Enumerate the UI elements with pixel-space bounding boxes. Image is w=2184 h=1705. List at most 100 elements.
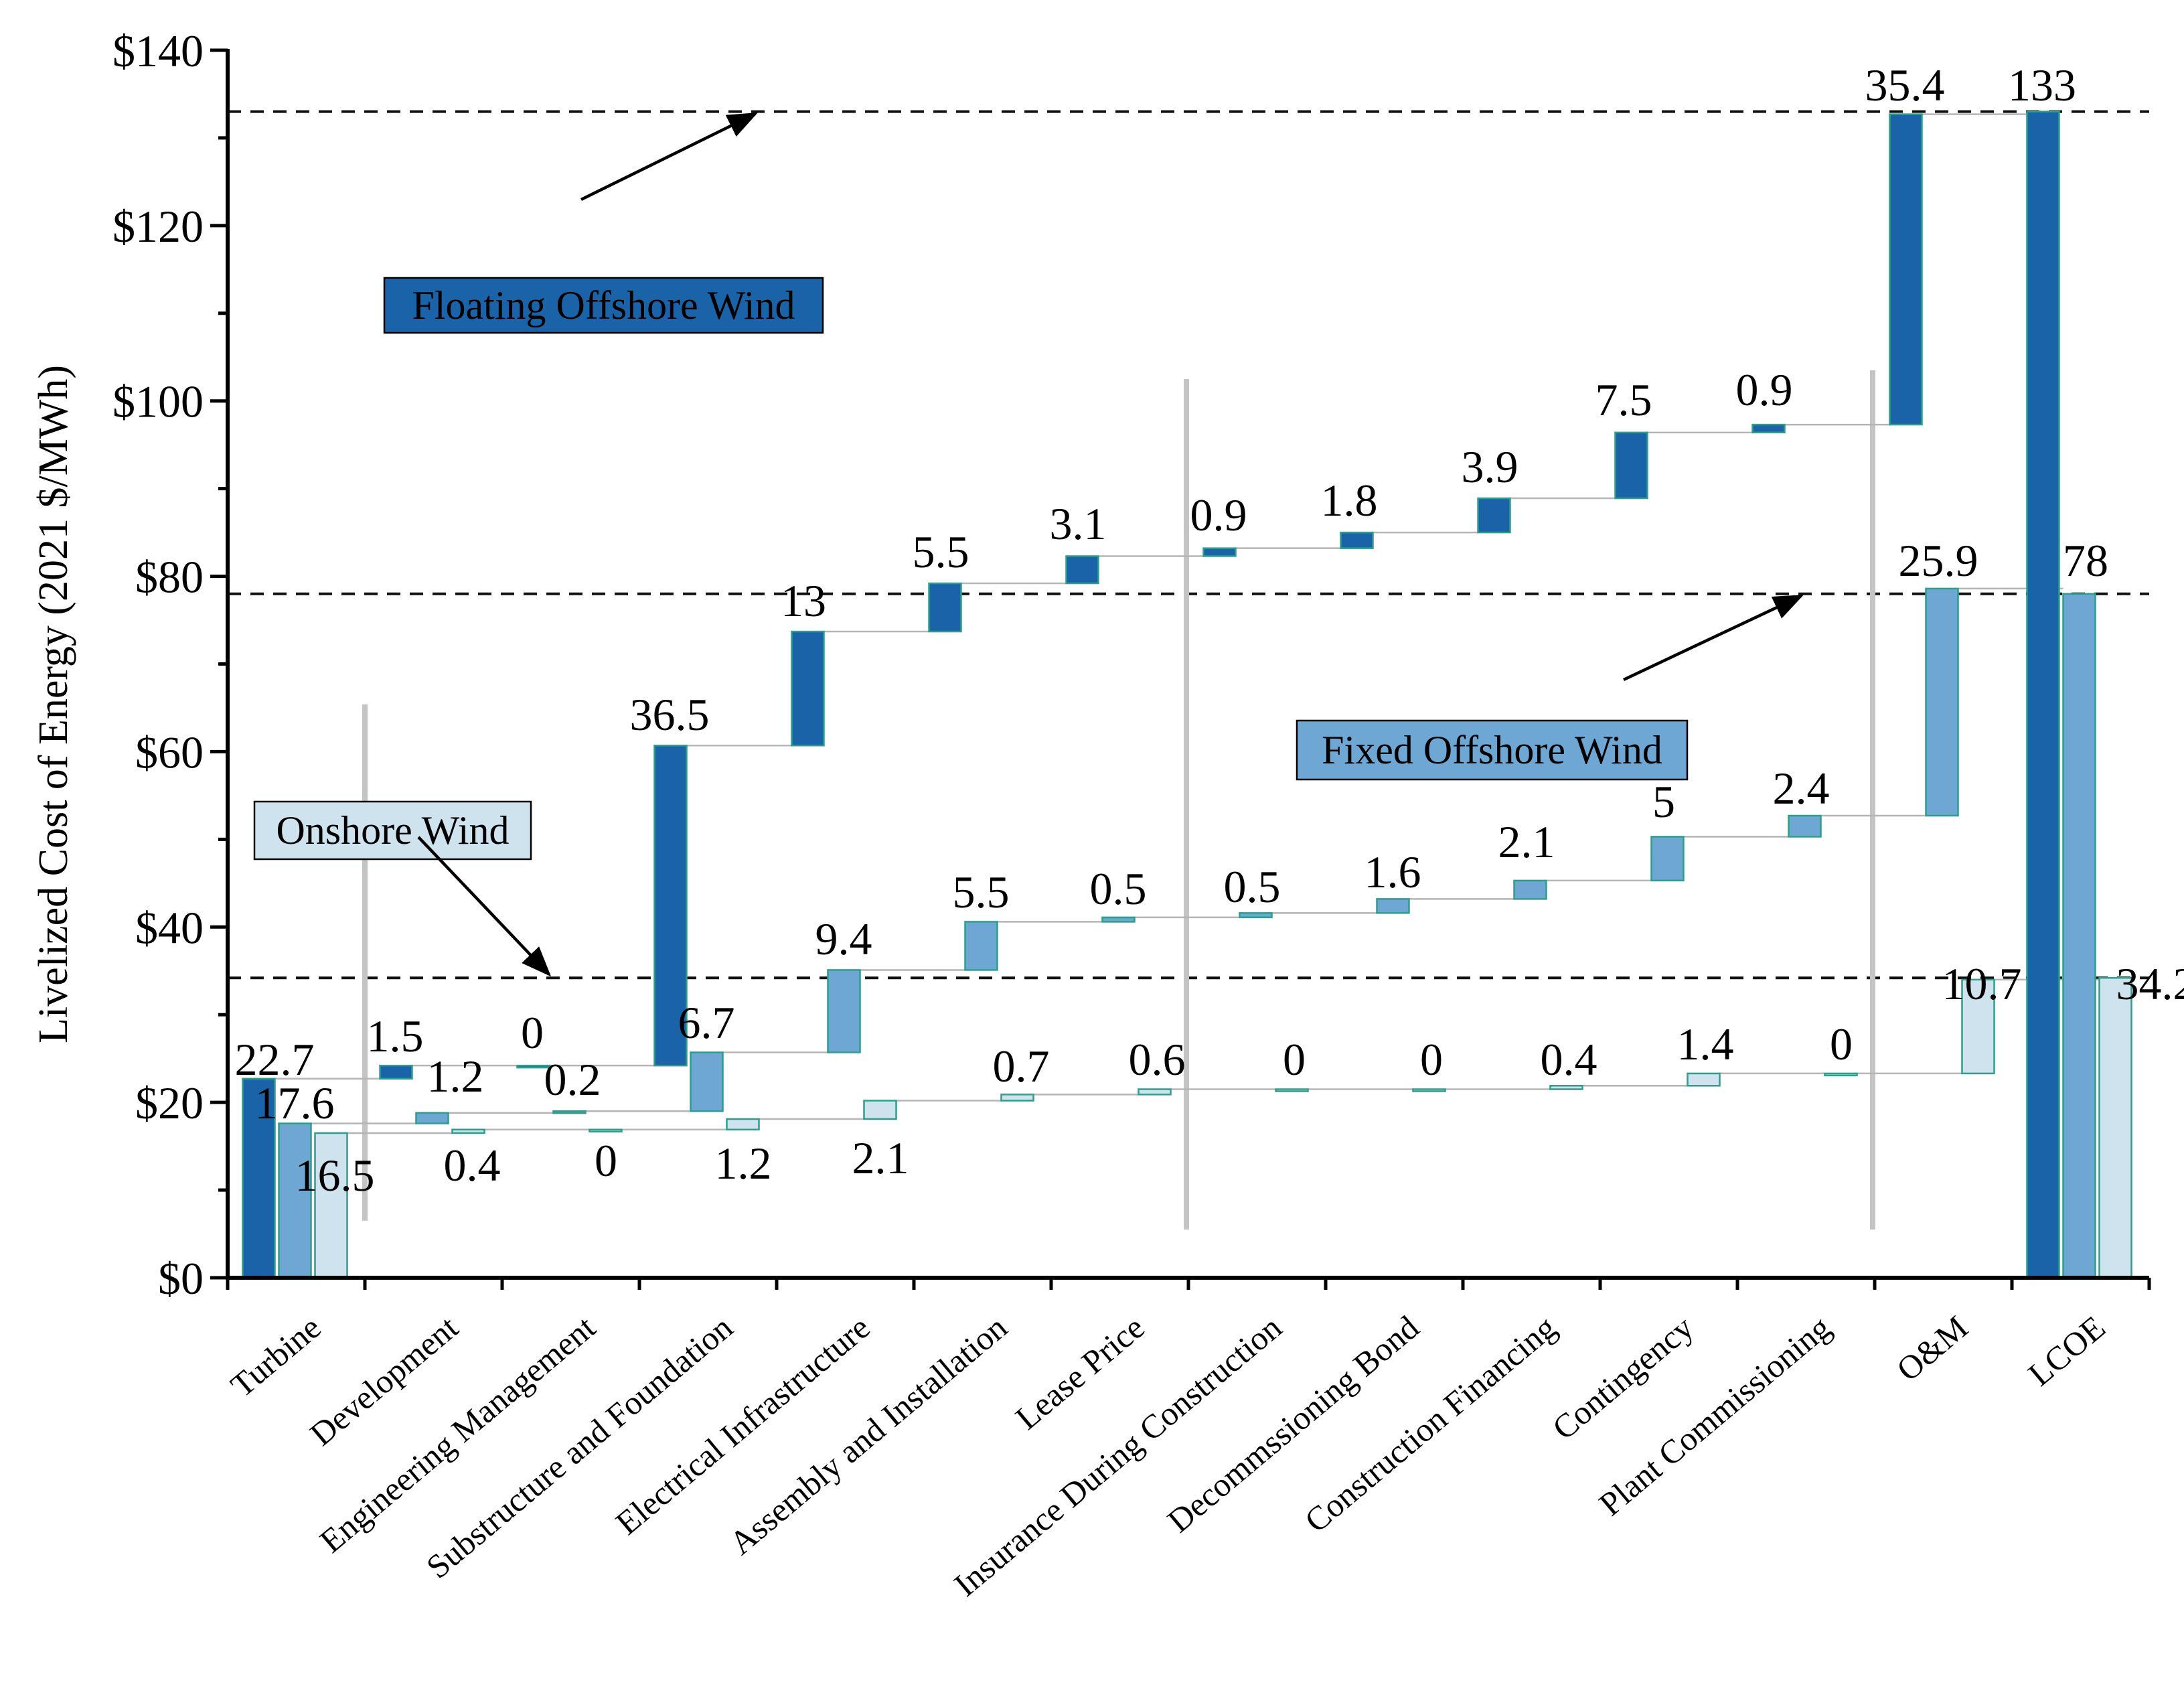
data-label-fixed-offshore-wind-lcoe: 78: [2063, 535, 2108, 586]
bar-fixed-offshore-wind-substructure-and-foundation: [690, 1051, 724, 1112]
y-tick-label: $80: [135, 552, 204, 603]
bar-onshore-wind-electrical-infrastructure: [863, 1100, 897, 1120]
data-label-onshore-wind-construction-financing: 0.4: [1541, 1034, 1597, 1085]
data-label-fixed-offshore-wind-plant-commissioning: 2.4: [1773, 763, 1830, 814]
data-label-floating-offshore-wind-development: 1.5: [367, 1011, 424, 1061]
bar-fixed-offshore-wind-plant-commissioning: [1788, 814, 1822, 838]
bar-floating-offshore-wind-electrical-infrastructure: [791, 630, 825, 747]
bar-floating-offshore-wind-development: [379, 1064, 413, 1080]
data-label-fixed-offshore-wind-engineering-management: 0.2: [544, 1054, 601, 1105]
y-tick-label: $40: [135, 902, 204, 953]
data-label-onshore-wind-oandm: 10.7: [1942, 958, 2022, 1009]
legend-box-onshore-wind: [253, 800, 532, 861]
x-tick-label-construction-financing: Construction Financing: [1298, 1309, 1563, 1540]
bar-floating-offshore-wind-engineering-management: [516, 1064, 550, 1069]
bar-floating-offshore-wind-turbine: [242, 1078, 276, 1279]
data-label-floating-offshore-wind-assembly-and-installation: 5.5: [913, 526, 969, 577]
y-tick-label: $140: [112, 25, 204, 76]
data-label-fixed-offshore-wind-lease-price: 0.5: [1090, 863, 1147, 914]
bar-fixed-offshore-wind-decommssioning-bond: [1376, 898, 1410, 914]
data-label-floating-offshore-wind-lease-price: 3.1: [1050, 498, 1107, 549]
bar-onshore-wind-turbine: [314, 1132, 348, 1279]
bar-onshore-wind-insurance-during-construction: [1275, 1088, 1309, 1092]
bar-fixed-offshore-wind-contingency: [1650, 836, 1685, 882]
x-tick-label-decommssioning-bond: Decommssioning Bond: [1160, 1309, 1426, 1540]
annotation-arrow-0: [580, 112, 759, 202]
x-tick-label-engineering-management: Engineering Management: [313, 1308, 603, 1560]
bar-fixed-offshore-wind-insurance-during-construction: [1239, 912, 1273, 919]
data-label-onshore-wind-turbine: 16.5: [295, 1150, 375, 1201]
legend-label-floating-offshore-wind: Floating Offshore Wind: [412, 283, 795, 327]
y-tick-label: $0: [158, 1253, 204, 1304]
bar-onshore-wind-development: [451, 1128, 485, 1134]
data-label-floating-offshore-wind-contingency: 7.5: [1595, 374, 1652, 425]
data-label-onshore-wind-lease-price: 0.6: [1129, 1034, 1186, 1085]
bar-floating-offshore-wind-oandm: [1889, 113, 1923, 426]
data-label-fixed-offshore-wind-electrical-infrastructure: 9.4: [815, 913, 872, 964]
y-tick-label: $20: [135, 1078, 204, 1128]
data-label-onshore-wind-assembly-and-installation: 0.7: [993, 1041, 1050, 1092]
data-label-floating-offshore-wind-decommssioning-bond: 1.8: [1321, 475, 1378, 526]
bar-floating-offshore-wind-insurance-during-construction: [1202, 547, 1237, 557]
data-label-floating-offshore-wind-construction-financing: 3.9: [1462, 441, 1518, 492]
bar-onshore-wind-contingency: [1687, 1072, 1721, 1087]
bar-onshore-wind-construction-financing: [1549, 1085, 1583, 1090]
bar-onshore-wind-substructure-and-foundation: [726, 1118, 760, 1130]
data-label-onshore-wind-electrical-infrastructure: 2.1: [852, 1132, 909, 1183]
bar-fixed-offshore-wind-oandm: [1925, 587, 1959, 817]
data-label-floating-offshore-wind-engineering-management: 0: [521, 1007, 544, 1058]
bar-floating-offshore-wind-lcoe: [2026, 110, 2060, 1279]
bar-onshore-wind-decommssioning-bond: [1412, 1088, 1446, 1092]
data-label-onshore-wind-plant-commissioning: 0: [1830, 1019, 1853, 1069]
legend-box-fixed-offshore-wind: [1296, 719, 1689, 781]
bar-floating-offshore-wind-lease-price: [1065, 555, 1099, 585]
x-tick-label-lease-price: Lease Price: [1008, 1309, 1152, 1437]
y-tick-label: $60: [135, 727, 204, 777]
annotation-arrow-2: [417, 836, 552, 977]
bar-floating-offshore-wind-construction-financing: [1477, 497, 1511, 534]
y-axis-title: Livelized Cost of Energy (2021 $/MWh): [31, 365, 76, 1043]
data-label-onshore-wind-substructure-and-foundation: 1.2: [715, 1138, 772, 1189]
bar-fixed-offshore-wind-electrical-infrastructure: [827, 969, 861, 1053]
x-tick-label-electrical-infrastructure: Electrical Infrastructure: [609, 1309, 877, 1542]
data-label-onshore-wind-lcoe: 34.2: [2116, 958, 2184, 1009]
legend-label-fixed-offshore-wind: Fixed Offshore Wind: [1322, 728, 1662, 772]
data-label-onshore-wind-engineering-management: 0: [595, 1135, 617, 1186]
legend-box-floating-offshore-wind: [383, 277, 824, 334]
data-label-onshore-wind-development: 0.4: [444, 1140, 501, 1191]
data-label-fixed-offshore-wind-insurance-during-construction: 0.5: [1224, 861, 1281, 912]
bar-onshore-wind-lcoe: [2098, 976, 2132, 1279]
data-label-floating-offshore-wind-turbine: 22.7: [235, 1034, 315, 1085]
bar-onshore-wind-plant-commissioning: [1824, 1072, 1858, 1077]
legend-label-onshore-wind: Onshore Wind: [276, 808, 509, 852]
data-label-fixed-offshore-wind-construction-financing: 2.1: [1498, 816, 1555, 867]
data-label-fixed-offshore-wind-oandm: 25.9: [1899, 535, 1978, 586]
bar-fixed-offshore-wind-assembly-and-installation: [964, 921, 998, 971]
data-label-onshore-wind-contingency: 1.4: [1677, 1019, 1734, 1069]
bar-floating-offshore-wind-substructure-and-foundation: [653, 745, 688, 1067]
data-label-floating-offshore-wind-plant-commissioning: 0.9: [1736, 364, 1793, 415]
y-tick-label: $120: [112, 201, 204, 252]
data-label-floating-offshore-wind-oandm: 35.4: [1865, 60, 1945, 110]
bar-floating-offshore-wind-contingency: [1614, 431, 1648, 500]
bar-floating-offshore-wind-plant-commissioning: [1751, 423, 1786, 434]
x-tick-label-assembly-and-installation: Assembly and Installation: [722, 1309, 1014, 1562]
bar-fixed-offshore-wind-lease-price: [1101, 916, 1136, 923]
data-label-floating-offshore-wind-lcoe: 133: [2008, 60, 2076, 110]
data-label-onshore-wind-insurance-during-construction: 0: [1283, 1034, 1306, 1085]
data-label-fixed-offshore-wind-development: 1.2: [427, 1051, 484, 1102]
bar-fixed-offshore-wind-construction-financing: [1513, 879, 1547, 900]
bar-floating-offshore-wind-decommssioning-bond: [1340, 531, 1374, 549]
x-tick-label-plant-commissioning: Plant Commissioning: [1592, 1309, 1838, 1524]
data-label-fixed-offshore-wind-decommssioning-bond: 1.6: [1364, 846, 1421, 897]
data-label-floating-offshore-wind-electrical-infrastructure: 13: [781, 575, 826, 626]
data-label-floating-offshore-wind-insurance-during-construction: 0.9: [1190, 490, 1247, 540]
data-label-fixed-offshore-wind-contingency: 5: [1652, 776, 1675, 827]
bar-onshore-wind-assembly-and-installation: [1000, 1094, 1034, 1102]
x-tick-label-turbine: Turbine: [224, 1309, 328, 1405]
data-label-floating-offshore-wind-substructure-and-foundation: 36.5: [630, 689, 710, 740]
bar-floating-offshore-wind-assembly-and-installation: [928, 582, 962, 633]
data-label-fixed-offshore-wind-turbine: 17.6: [255, 1078, 335, 1128]
bar-onshore-wind-oandm: [1961, 978, 1995, 1075]
